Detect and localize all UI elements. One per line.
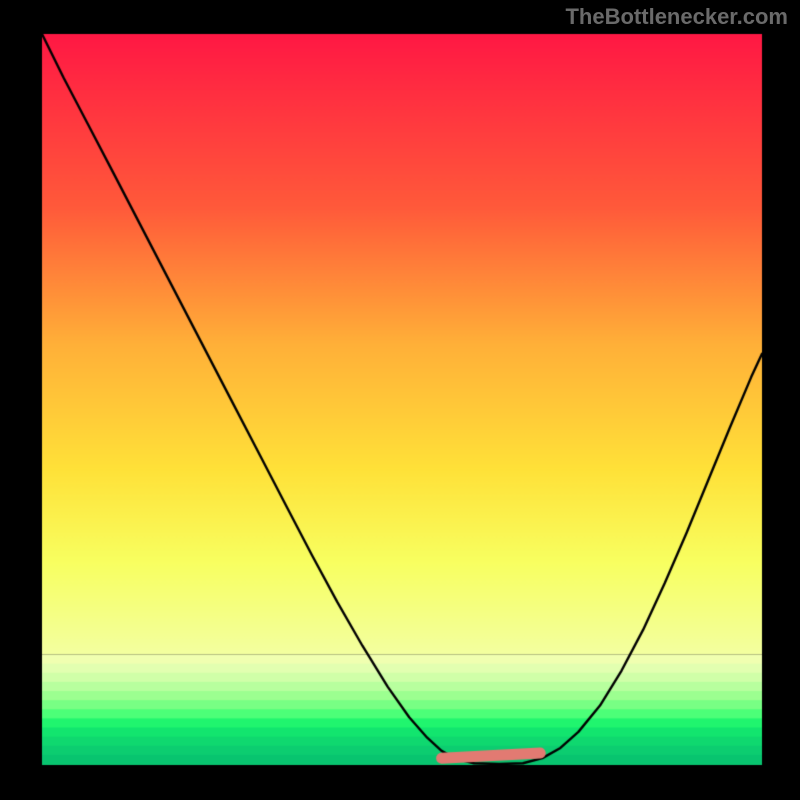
watermark-text: TheBottlenecker.com — [565, 4, 788, 30]
bottleneck-canvas — [0, 0, 800, 800]
chart-stage: TheBottlenecker.com — [0, 0, 800, 800]
